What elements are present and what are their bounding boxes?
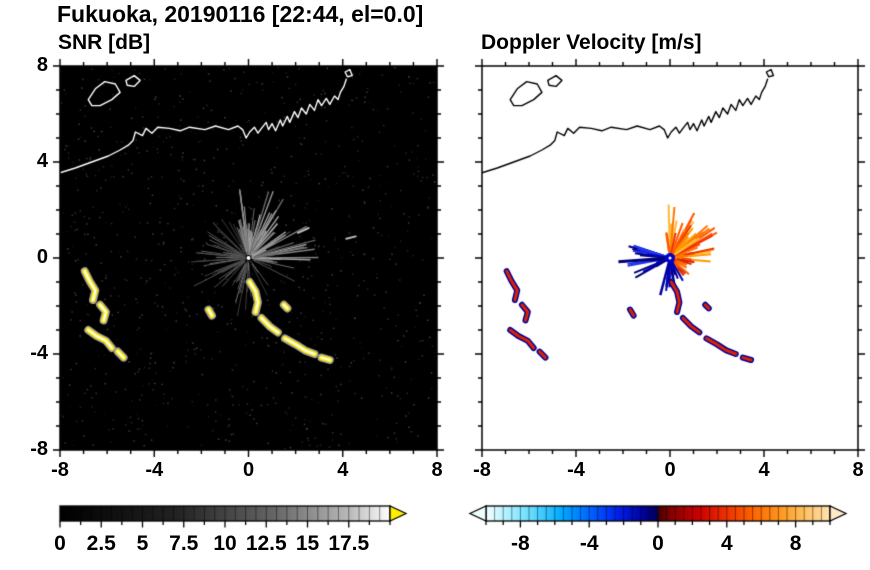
figure-title: Fukuoka, 20190116 [22:44, el=0.0]	[57, 1, 424, 27]
y-axis-tick-label: 0	[36, 246, 48, 268]
x-axis-tick-label: -8	[51, 459, 69, 481]
colorbar-tick-label: 8	[789, 532, 802, 555]
x-axis-tick-label: 0	[664, 459, 676, 481]
x-axis-tick-label: 4	[758, 459, 770, 481]
x-axis-tick-label: -4	[145, 459, 164, 481]
colorbar-tick-label: 7.5	[169, 532, 199, 555]
colorbar-tick-label: 4	[720, 532, 733, 555]
snr-map-canvas	[48, 54, 449, 462]
colorbar-tick-label: 10	[213, 532, 237, 555]
x-axis-tick-label: 8	[852, 459, 864, 481]
y-axis-tick-label: 8	[36, 54, 48, 76]
doppler-colorbar	[468, 504, 848, 533]
snr-panel-title: SNR [dB]	[58, 31, 151, 54]
colorbar-tick-label: 0	[54, 532, 66, 555]
colorbar-tick-label: 17.5	[328, 532, 370, 555]
colorbar-tick-label: 0	[652, 532, 664, 555]
y-axis-tick-label: -4	[30, 342, 48, 364]
y-axis-tick-label: 4	[36, 150, 48, 172]
colorbar-tick-label: 15	[295, 532, 320, 555]
colorbar-tick-label: 12.5	[245, 532, 287, 555]
colorbar-tick-label: 2.5	[86, 532, 116, 555]
x-axis-tick-label: -8	[473, 459, 491, 481]
colorbar-tick-label: -4	[579, 532, 599, 555]
y-axis-tick-label: -8	[30, 438, 48, 460]
x-axis-tick-label: 0	[242, 459, 255, 481]
x-axis-tick-label: -4	[567, 459, 585, 481]
doppler-map-canvas	[470, 54, 870, 462]
x-axis-tick-label: 8	[431, 459, 443, 481]
colorbar-tick-label: -8	[511, 532, 530, 555]
colorbar-tick-label: 5	[136, 532, 149, 555]
doppler-panel-title: Doppler Velocity [m/s]	[481, 31, 702, 54]
snr-colorbar	[42, 504, 408, 533]
x-axis-tick-label: 4	[337, 459, 349, 481]
